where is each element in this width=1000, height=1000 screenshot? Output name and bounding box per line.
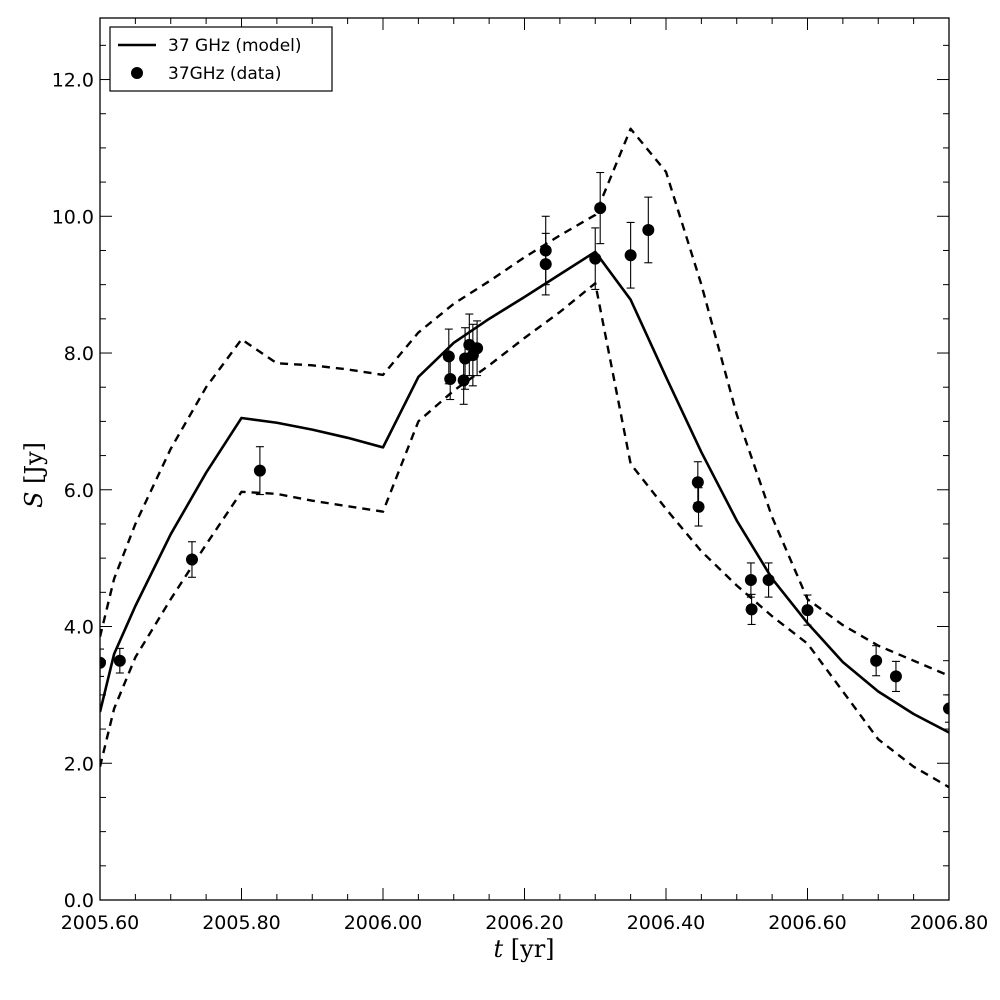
data-point [762, 574, 775, 587]
data-point [113, 654, 126, 667]
data-point [471, 342, 484, 355]
y-tick-label: 10.0 [52, 206, 94, 228]
data-point [943, 702, 949, 715]
legend-data-label: 37GHz (data) [168, 64, 281, 84]
legend-model-label: 37 GHz (model) [168, 36, 302, 56]
data-point [889, 670, 902, 683]
data-point [624, 249, 637, 262]
x-tick-label: 2006.00 [344, 912, 423, 934]
data-point [100, 656, 106, 669]
x-tick-label: 2006.80 [910, 912, 989, 934]
y-tick-label: 8.0 [64, 343, 94, 365]
y-tick-label: 12.0 [52, 70, 94, 92]
y-axis-label-unit: [Jy] [20, 442, 48, 484]
data-point [870, 654, 883, 667]
data-point [457, 374, 470, 387]
data-point [642, 223, 655, 236]
data-point [801, 604, 814, 617]
data-point [745, 603, 758, 616]
x-axis-label: t [yr] [493, 935, 554, 963]
x-tick-label: 2005.60 [61, 912, 140, 934]
x-tick-label: 2006.60 [768, 912, 847, 934]
data-point [185, 553, 198, 566]
data-point [444, 373, 457, 386]
y-tick-label: 4.0 [64, 617, 94, 639]
legend: 37 GHz (model) 37GHz (data) [109, 26, 333, 92]
y-tick-label: 6.0 [64, 480, 94, 502]
data-point [442, 350, 455, 363]
upper-envelope-line [100, 127, 949, 677]
x-tick-label: 2005.80 [202, 912, 281, 934]
data-point [589, 252, 602, 265]
data-point [594, 202, 607, 215]
legend-data-marker-swatch [131, 67, 143, 79]
data-point [692, 500, 705, 513]
lower-envelope-line [100, 282, 949, 789]
y-axis-label: S [Jy] [20, 442, 48, 508]
x-axis-label-var: t [493, 935, 503, 963]
plot-content [100, 127, 949, 789]
data-point [253, 464, 266, 477]
plot-area [100, 127, 949, 789]
data-point [539, 258, 552, 271]
legend-box [109, 26, 333, 92]
data-point [691, 476, 704, 489]
x-axis-label-unit: [yr] [511, 935, 555, 963]
x-tick-label: 2006.40 [627, 912, 706, 934]
model-line [100, 250, 949, 734]
data-point [744, 574, 757, 587]
axes: 2005.60 2005.80 2006.00 2006.20 2006.40 2006.… [52, 17, 989, 934]
x-tick-label: 2006.20 [485, 912, 564, 934]
y-axis-label-var: S [20, 492, 48, 508]
y-tick-label: 2.0 [64, 753, 94, 775]
y-tick-label: 0.0 [64, 890, 94, 912]
